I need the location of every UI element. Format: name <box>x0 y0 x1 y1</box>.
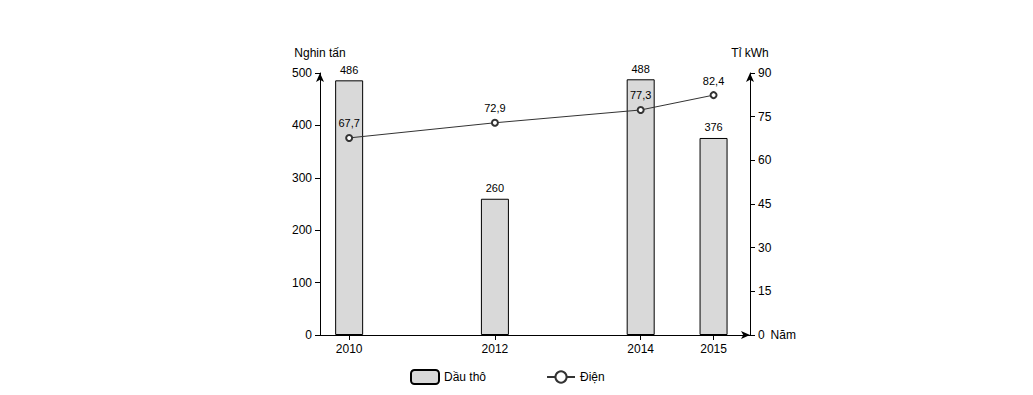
svg-text:Tỉ kWh: Tỉ kWh <box>731 46 768 60</box>
svg-text:0: 0 <box>305 328 312 342</box>
svg-text:45: 45 <box>758 197 772 211</box>
svg-text:72,9: 72,9 <box>484 102 505 114</box>
svg-text:260: 260 <box>486 182 504 194</box>
svg-text:15: 15 <box>758 284 772 298</box>
svg-text:Dầu thô: Dầu thô <box>444 370 486 384</box>
svg-text:486: 486 <box>340 64 358 76</box>
svg-text:300: 300 <box>292 171 312 185</box>
svg-text:488: 488 <box>631 63 649 75</box>
svg-text:30: 30 <box>758 241 772 255</box>
svg-text:2014: 2014 <box>627 342 654 356</box>
svg-text:90: 90 <box>758 66 772 80</box>
svg-text:400: 400 <box>292 118 312 132</box>
svg-text:Nghin tấn: Nghin tấn <box>294 46 345 60</box>
svg-text:2012: 2012 <box>482 342 509 356</box>
svg-text:200: 200 <box>292 223 312 237</box>
svg-text:75: 75 <box>758 110 772 124</box>
svg-text:2015: 2015 <box>700 342 727 356</box>
svg-text:376: 376 <box>704 121 722 133</box>
svg-text:500: 500 <box>292 66 312 80</box>
svg-text:Điện: Điện <box>580 370 605 384</box>
svg-text:67,7: 67,7 <box>338 117 359 129</box>
svg-text:60: 60 <box>758 153 772 167</box>
svg-text:82,4: 82,4 <box>703 75 724 87</box>
svg-text:100: 100 <box>292 276 312 290</box>
svg-text:Năm: Năm <box>771 328 796 342</box>
svg-text:0: 0 <box>758 328 765 342</box>
svg-text:2010: 2010 <box>336 342 363 356</box>
svg-text:77,3: 77,3 <box>630 89 651 101</box>
